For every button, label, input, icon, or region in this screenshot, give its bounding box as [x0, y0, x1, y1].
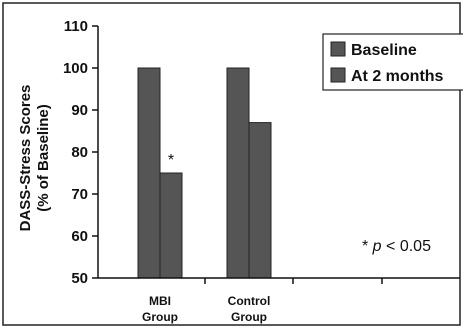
y-axis-title-line1: DASS-Stress Scores: [17, 85, 34, 232]
legend-box: [322, 33, 463, 91]
significance-star: *: [362, 238, 373, 255]
bars: *: [137, 67, 272, 279]
bar-baseline: [226, 67, 250, 279]
bar-at-2-months: [248, 122, 272, 279]
y-axis-title-line2: (% of Baseline): [35, 104, 52, 212]
category-label-line2: Group: [142, 310, 178, 324]
chart-frame: [2, 2, 461, 326]
legend-swatch-2months: [330, 67, 346, 83]
bar-at-2-months: [159, 172, 183, 279]
y-tick-label: 110: [64, 18, 88, 35]
y-ticks: 50 60 70 80 90 100 110: [63, 18, 98, 287]
significance-note: * p < 0.05: [362, 238, 431, 255]
category-labels: MBI Group Control Group: [142, 278, 383, 324]
legend-label-2months: At 2 months: [351, 68, 444, 85]
category-label-line1: MBI: [149, 294, 171, 308]
significance-threshold: < 0.05: [386, 238, 431, 255]
significance-p: p: [372, 238, 382, 255]
y-tick-label: 50: [71, 270, 88, 287]
legend-swatch-baseline: [330, 41, 346, 57]
category-label-line1: Control: [228, 294, 271, 308]
significance-marker: *: [168, 152, 174, 169]
y-tick-label: 100: [63, 60, 88, 77]
bar-baseline: [137, 67, 161, 279]
y-tick-label: 80: [71, 144, 88, 161]
legend-label-baseline: Baseline: [351, 42, 417, 59]
category-label-line2: Group: [231, 310, 267, 324]
y-tick-label: 90: [71, 102, 88, 119]
y-tick-label: 70: [71, 186, 88, 203]
legend: Baseline At 2 months: [322, 33, 463, 91]
y-tick-label: 60: [71, 228, 88, 245]
